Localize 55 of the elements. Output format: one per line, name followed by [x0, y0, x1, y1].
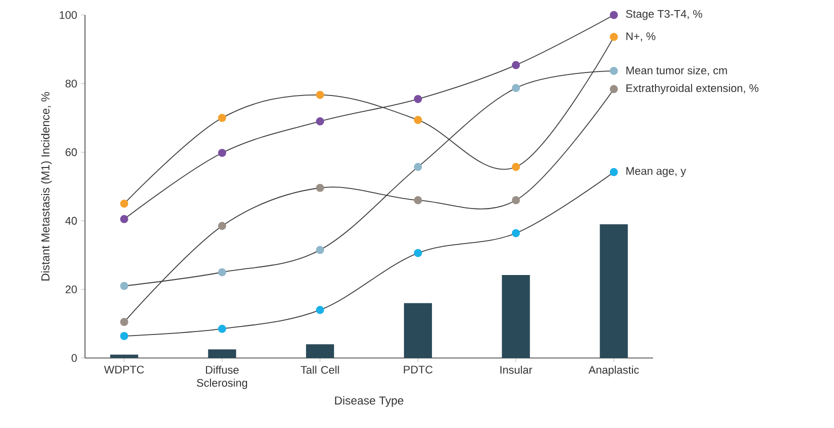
bar: [502, 274, 530, 358]
point: [414, 94, 422, 104]
point: [120, 215, 128, 224]
bar: [110, 354, 138, 358]
point: [512, 229, 520, 238]
point: [610, 10, 618, 20]
y-tick-label: 100: [60, 11, 77, 19]
series-label: Mean tumor size, cm: [626, 66, 727, 76]
point: [120, 282, 128, 290]
series-label: Mean age, y: [626, 167, 686, 178]
point: [610, 66, 618, 75]
series-label: Stage T3-T4, %: [626, 10, 702, 20]
point: [512, 61, 520, 70]
point: [512, 84, 520, 92]
point: [316, 246, 324, 254]
point: [414, 248, 422, 258]
x-tick-label: PDTC: [404, 366, 433, 374]
y-tick-label: 40: [65, 216, 77, 225]
point: [218, 222, 226, 230]
point: [316, 117, 324, 126]
y-tick-label: 80: [66, 80, 77, 88]
point: [610, 168, 618, 176]
point: [316, 306, 324, 314]
point: [610, 85, 618, 94]
bar: [208, 349, 236, 358]
x-axis-title: Disease Type: [335, 396, 404, 407]
y-tick-label: 60: [66, 148, 77, 156]
point: [414, 116, 422, 124]
x-tick-label: Anaplastic: [588, 366, 639, 376]
point: [610, 32, 618, 41]
x-tick-label: Insular: [500, 366, 532, 374]
bar: [404, 303, 432, 358]
series-label: N+, %: [626, 32, 656, 42]
point: [218, 324, 226, 333]
bar: [306, 344, 334, 358]
x-tick-label: Diffuse Sclerosing: [196, 366, 248, 389]
series-label: Extrathyroidal extension, %: [626, 84, 758, 94]
y-tick-label: 20: [66, 286, 77, 294]
point: [414, 196, 422, 204]
point: [120, 318, 128, 326]
x-tick-label: WDPTC: [104, 366, 144, 374]
point: [218, 268, 226, 276]
x-tick-label: Tall Cell: [300, 366, 339, 374]
point: [316, 90, 324, 99]
point: [512, 196, 520, 204]
point: [218, 148, 226, 157]
point: [120, 332, 128, 340]
point: [414, 162, 422, 171]
y-axis-title: Distant Metastasis (M1) Incidence, %: [41, 92, 52, 280]
point: [316, 184, 324, 192]
point: [512, 162, 520, 171]
point: [120, 200, 128, 208]
y-tick-label: 0: [72, 354, 77, 362]
point: [218, 114, 226, 122]
bar: [600, 224, 628, 358]
